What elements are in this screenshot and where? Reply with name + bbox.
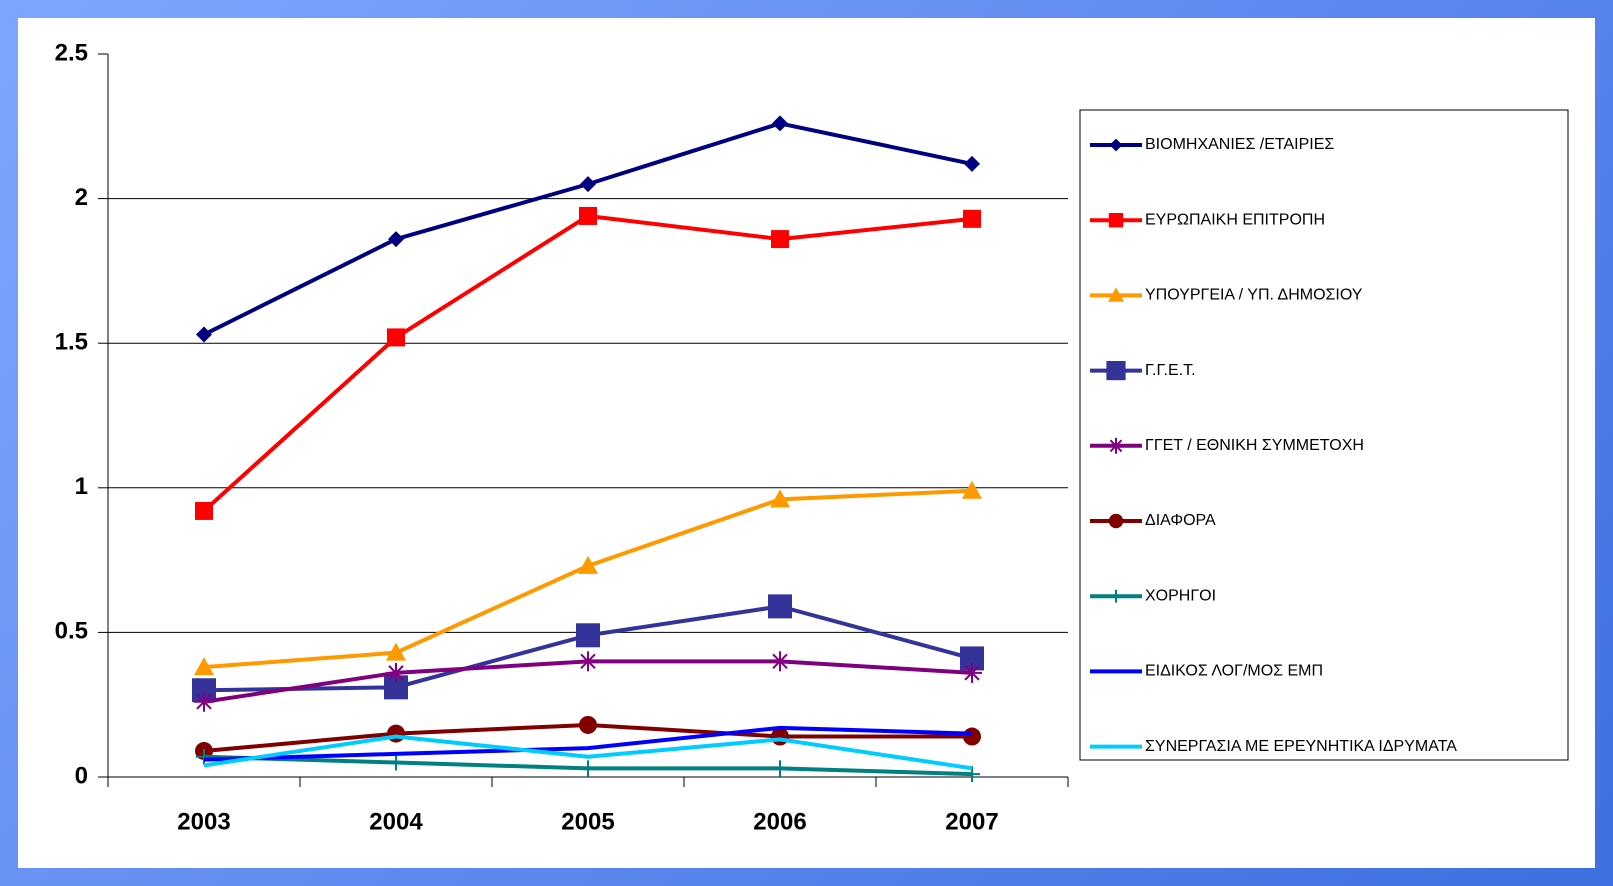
marker <box>386 662 406 683</box>
marker-shape <box>196 694 212 710</box>
marker-shape <box>387 724 405 743</box>
marker <box>1106 361 1126 381</box>
legend-box <box>1079 109 1569 761</box>
marker <box>195 501 213 520</box>
marker-shape <box>580 653 596 670</box>
marker <box>962 480 982 499</box>
marker-shape <box>388 231 404 248</box>
marker-shape <box>195 501 213 520</box>
marker <box>387 328 405 347</box>
marker <box>962 662 982 683</box>
marker <box>963 209 981 228</box>
marker-shape <box>580 176 596 193</box>
series-line <box>203 734 973 771</box>
marker-shape <box>387 328 405 347</box>
marker-shape <box>768 594 792 619</box>
marker-shape <box>963 727 981 746</box>
marker <box>388 231 404 248</box>
x-tick-label: 2006 <box>753 808 806 835</box>
marker <box>1108 513 1124 529</box>
y-tick-label: 0 <box>75 762 88 789</box>
legend-label: ΒΙΟΜΗΧΑΝΙΕΣ /ΕΤΑΙΡΙΕΣ <box>1145 136 1334 153</box>
marker-shape <box>388 665 404 681</box>
marker <box>772 115 788 132</box>
marker <box>772 760 788 777</box>
marker <box>964 766 980 783</box>
marker-shape <box>962 480 982 499</box>
marker-shape <box>1106 361 1126 381</box>
marker <box>1108 287 1124 302</box>
y-tick-label: 1.5 <box>55 329 88 356</box>
legend-label: ΕΙΔΙΚΟΣ ΛΟΓ/ΜΟΣ ΕΜΠ <box>1145 663 1323 680</box>
legend-label: ΓΓΕΤ / ΕΘΝΙΚΗ ΣΥΜΜΕΤΟΧΗ <box>1145 437 1364 454</box>
marker-shape <box>579 206 597 225</box>
marker <box>768 594 792 619</box>
marker <box>579 715 597 734</box>
marker <box>1109 138 1123 152</box>
y-tick-label: 1 <box>75 473 88 500</box>
marker <box>964 155 980 172</box>
marker-shape <box>963 209 981 228</box>
x-tick-label: 2003 <box>177 808 230 835</box>
series-line <box>203 725 973 762</box>
x-tick-label: 2005 <box>561 808 614 835</box>
marker-shape <box>772 115 788 132</box>
marker-shape <box>1108 213 1124 228</box>
x-tick-label: 2004 <box>369 808 423 835</box>
marker <box>194 657 214 676</box>
marker-shape <box>578 555 598 574</box>
marker <box>1108 213 1124 228</box>
marker <box>1109 589 1123 603</box>
marker <box>196 748 212 765</box>
legend-label: Γ.Γ.Ε.Τ. <box>1145 362 1196 379</box>
x-tick-label: 2007 <box>945 808 998 835</box>
legend-label: ΧΟΡΗΓΟΙ <box>1145 587 1216 604</box>
marker <box>578 651 598 672</box>
marker <box>387 724 405 743</box>
marker-shape <box>576 623 600 648</box>
marker <box>580 760 596 777</box>
marker <box>388 754 404 771</box>
marker-shape <box>770 489 790 508</box>
marker <box>578 555 598 574</box>
marker-shape <box>964 665 980 681</box>
y-tick-label: 0.5 <box>55 618 88 645</box>
marker-shape <box>772 653 788 670</box>
y-tick-label: 2 <box>75 184 88 211</box>
legend-label: ΥΠΟΥΡΓΕΙΑ / ΥΠ. ΔΗΜΟΣΙΟΥ <box>1145 287 1363 304</box>
legend-label: ΔΙΑΦΟΡΑ <box>1145 512 1216 529</box>
marker <box>386 642 406 661</box>
marker <box>963 727 981 746</box>
marker-shape <box>1109 138 1123 152</box>
marker <box>770 489 790 508</box>
marker-shape <box>771 230 789 249</box>
marker <box>580 176 596 193</box>
marker <box>771 230 789 249</box>
marker <box>196 326 212 343</box>
marker <box>1108 437 1124 454</box>
y-tick-label: 2.5 <box>55 39 88 66</box>
marker-shape <box>194 657 214 676</box>
marker-shape <box>1109 439 1123 453</box>
marker <box>770 651 790 672</box>
marker-shape <box>1108 287 1124 302</box>
legend-label: ΕΥΡΩΠΑΙΚΗ ΕΠΙΤΡΟΠΗ <box>1145 211 1325 228</box>
marker-shape <box>1108 513 1124 529</box>
marker-shape <box>579 715 597 734</box>
marker <box>579 206 597 225</box>
marker-shape <box>196 326 212 343</box>
legend-label: ΣΥΝΕΡΓΑΣΙΑ ΜΕ ΕΡΕΥΝΗΤΙΚΑ ΙΔΡΥΜΑΤΑ <box>1145 738 1457 755</box>
marker <box>194 691 214 712</box>
marker-shape <box>964 155 980 172</box>
marker-shape <box>386 642 406 661</box>
marker <box>576 623 600 648</box>
